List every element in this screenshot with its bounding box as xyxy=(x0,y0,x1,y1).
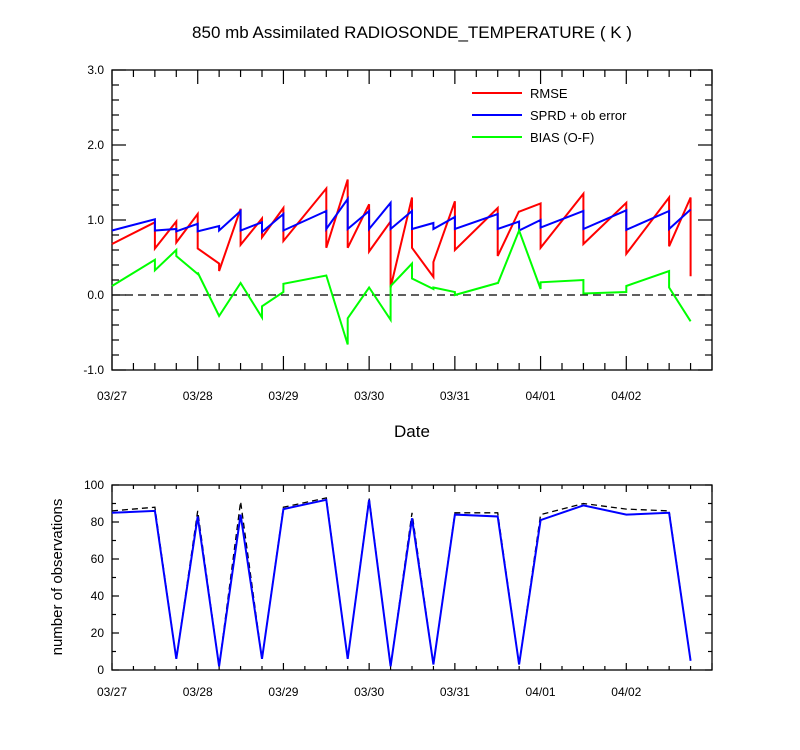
y-tick-label: -1.0 xyxy=(83,363,104,377)
legend-label: SPRD + ob error xyxy=(530,108,627,123)
series-line-sprd-ob-error xyxy=(111,195,692,235)
x-tick-label: 04/01 xyxy=(526,685,556,699)
x-tick-label: 03/28 xyxy=(183,389,213,403)
x-tick-label: 03/31 xyxy=(440,389,470,403)
x-tick-label: 04/02 xyxy=(611,685,641,699)
x-tick-label: 04/01 xyxy=(526,389,556,403)
x-tick-label: 03/31 xyxy=(440,685,470,699)
x-tick-label: 03/27 xyxy=(97,685,127,699)
x-tick-label: 04/02 xyxy=(611,389,641,403)
y-tick-label: 20 xyxy=(91,626,105,640)
top-panel: 03/27 03/28 03/29 03/30 03/31 04/01 04/02 -1.0 0… xyxy=(83,63,713,403)
x-tick-label: 03/28 xyxy=(183,685,213,699)
top-x-axis-label: Date xyxy=(394,422,430,441)
series-line-rmse xyxy=(111,179,692,288)
series-line-assimilated xyxy=(111,498,692,667)
x-tick-label: 03/30 xyxy=(354,389,384,403)
y-tick-label: 40 xyxy=(91,589,105,603)
y-tick-label: 100 xyxy=(84,478,104,492)
y-tick-label: 0.0 xyxy=(87,288,104,302)
y-tick-label: 3.0 xyxy=(87,63,104,77)
x-tick-label: 03/27 xyxy=(97,389,127,403)
bottom-panel: 03/27 03/28 03/29 03/30 03/31 04/01 04/02 0 20 40… xyxy=(84,478,713,699)
y-tick-label: 0 xyxy=(97,663,104,677)
x-tick-label: 03/29 xyxy=(268,389,298,403)
y-tick-label: 2.0 xyxy=(87,138,104,152)
y-tick-label: 1.0 xyxy=(87,213,104,227)
bottom-y-axis-label: number of observations xyxy=(49,499,66,656)
series-line-bias-o-f xyxy=(111,227,692,345)
chart-title: 850 mb Assimilated RADIOSONDE_TEMPERATUR… xyxy=(192,23,632,42)
legend-label: RMSE xyxy=(530,86,568,101)
y-tick-label: 80 xyxy=(91,515,105,529)
x-tick-label: 03/30 xyxy=(354,685,384,699)
x-tick-label: 03/29 xyxy=(268,685,298,699)
y-tick-label: 60 xyxy=(91,552,105,566)
legend-label: BIAS (O-F) xyxy=(530,130,594,145)
